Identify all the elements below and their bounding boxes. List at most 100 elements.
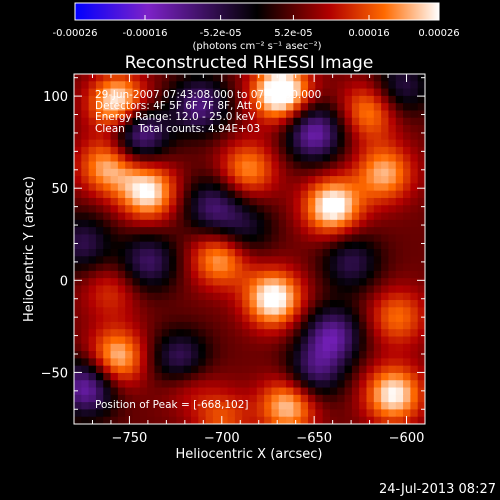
heatmap-cell [191, 285, 199, 294]
heatmap-cell [359, 234, 368, 243]
heatmap-cell [286, 292, 294, 301]
heatmap-cell [132, 358, 141, 367]
heatmap-cell [366, 74, 375, 82]
heatmap-cell [264, 314, 273, 323]
heatmap-cell [220, 329, 229, 338]
heatmap-cell [227, 132, 236, 141]
heatmap-cell [278, 336, 287, 345]
heatmap-cell [286, 183, 294, 192]
heatmap-cell [366, 125, 375, 133]
heatmap-cell [410, 307, 419, 316]
heatmap-cell [249, 292, 258, 301]
heatmap-cell [169, 117, 177, 126]
heatmap-cell [154, 74, 163, 82]
heatmap-cell [315, 343, 324, 352]
heatmap-cell [351, 270, 360, 279]
heatmap-cell [359, 292, 368, 301]
heatmap-cell [293, 205, 302, 214]
heatmap-cell [329, 212, 338, 221]
heatmap-cell [329, 365, 338, 374]
heatmap-cell [205, 365, 214, 374]
heatmap-cell [88, 402, 97, 411]
heatmap-cell [88, 139, 97, 148]
heatmap-cell [300, 176, 309, 184]
heatmap-cell [366, 343, 375, 352]
heatmap-cell [264, 380, 273, 389]
heatmap-cell [329, 154, 338, 163]
heatmap-cell [234, 380, 243, 389]
heatmap-cell [154, 219, 163, 228]
heatmap-cell [74, 285, 82, 294]
heatmap-cell [264, 117, 273, 126]
heatmap-cell [88, 241, 97, 250]
heatmap-cell [322, 307, 331, 316]
heatmap-cell [315, 292, 324, 301]
heatmap-cell [249, 146, 258, 155]
heatmap-cell [161, 300, 170, 308]
heatmap-cell [169, 416, 177, 424]
heatmap-cell [227, 205, 236, 214]
heatmap-cell [88, 394, 97, 403]
heatmap-cell [417, 176, 425, 184]
heatmap-cell [337, 409, 346, 418]
heatmap-cell [410, 88, 419, 97]
heatmap-cell [103, 197, 112, 206]
heatmap-cell [351, 300, 360, 308]
heatmap-cell [395, 183, 404, 192]
heatmap-cell [132, 183, 141, 192]
heatmap-cell [403, 197, 411, 206]
heatmap-cell [227, 227, 236, 236]
heatmap-cell [410, 125, 419, 133]
heatmap-cell [403, 95, 411, 104]
heatmap-cell [329, 307, 338, 316]
heatmap-cell [388, 176, 397, 184]
heatmap-cell [147, 278, 156, 287]
heatmap-cell [300, 227, 309, 236]
peak-position-text: Position of Peak = [-668,102] [95, 399, 249, 411]
heatmap-cell [388, 365, 397, 374]
heatmap-cell [198, 365, 207, 374]
heatmap-cell [103, 402, 112, 411]
heatmap-cell [205, 95, 214, 104]
heatmap-cell [88, 190, 97, 199]
heatmap-cell [322, 372, 331, 381]
heatmap-cell [169, 74, 177, 82]
heatmap-cell [198, 95, 207, 104]
heatmap-cell [81, 234, 90, 243]
heatmap-cell [74, 219, 82, 228]
heatmap-cell [103, 358, 112, 367]
heatmap-cell [169, 365, 177, 374]
heatmap-cell [110, 285, 119, 294]
heatmap-cell [139, 394, 148, 403]
heatmap-cell [139, 402, 148, 411]
heatmap-cell [220, 212, 229, 221]
heatmap-cell [344, 358, 353, 367]
heatmap-cell [176, 292, 185, 301]
heatmap-cell [322, 380, 331, 389]
heatmap-cell [410, 190, 419, 199]
heatmap-cell [308, 95, 316, 104]
heatmap-cell [220, 146, 229, 155]
heatmap-cell [337, 103, 346, 112]
heatmap-cell [154, 241, 163, 250]
heatmap-cell [256, 176, 265, 184]
heatmap-cell [169, 103, 177, 112]
heatmap-cell [242, 190, 251, 199]
heatmap-cell [329, 270, 338, 279]
heatmap-cell [81, 365, 90, 374]
heatmap-cell [125, 132, 134, 141]
heatmap-cell [212, 117, 221, 126]
heatmap-cell [227, 409, 236, 418]
heatmap-cell [366, 351, 375, 359]
heatmap-cell [278, 168, 287, 177]
heatmap-cell [117, 88, 126, 97]
heatmap-cell [205, 103, 214, 112]
heatmap-cell [234, 183, 243, 192]
heatmap-cell [344, 241, 353, 250]
heatmap-cell [278, 249, 287, 257]
heatmap-cell [198, 125, 207, 133]
heatmap-cell [95, 234, 104, 243]
heatmap-cell [154, 336, 163, 345]
heatmap-cell [410, 409, 419, 418]
heatmap-cell [300, 263, 309, 272]
